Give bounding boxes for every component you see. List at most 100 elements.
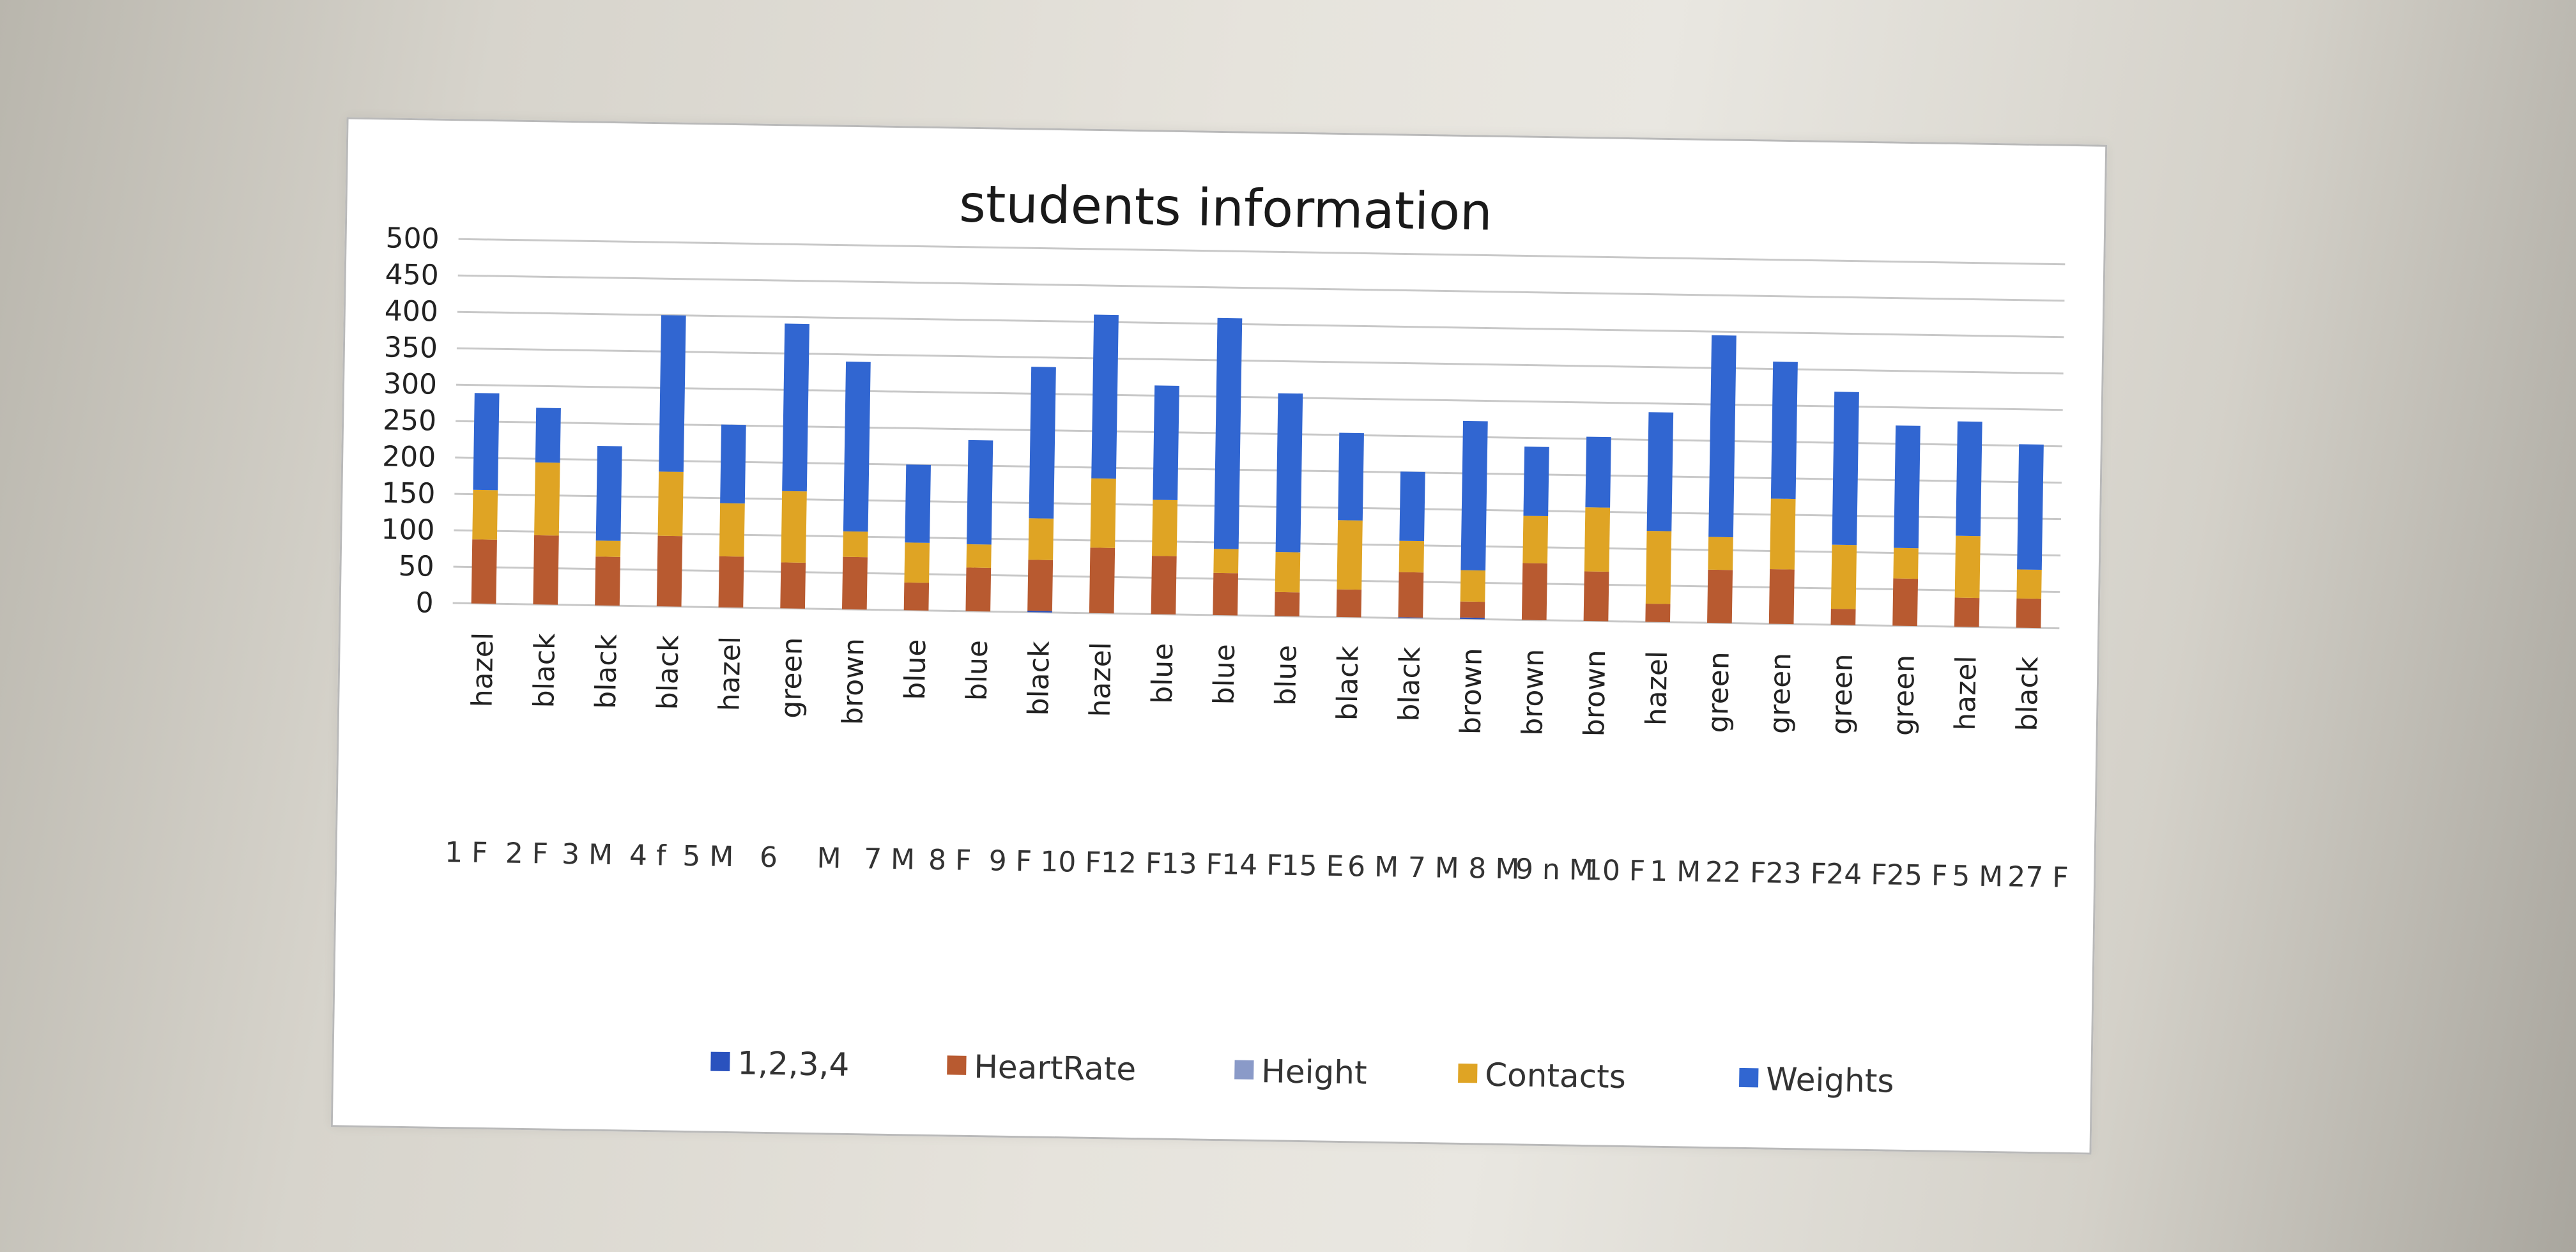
index-label: 8 F [928,844,972,877]
bar-segment [841,556,868,610]
bar-segment [720,424,746,504]
bar-segment [1275,552,1301,593]
index-label: 10 F [1040,846,1101,879]
bar-segment [1770,362,1798,500]
bar-segment [1399,540,1425,573]
index-label: 15 E [1281,850,1344,883]
index-label: 14 F [1222,848,1283,882]
category-label: green [1702,652,1736,733]
category-label: green [1763,652,1797,734]
index-label: 1 F [445,836,488,869]
category-label: blue [899,639,932,700]
bar-segment [471,539,497,604]
index-label: 3 M [562,838,613,871]
index-label: M [816,842,841,875]
bar-segment [595,446,622,541]
category-label: black [1022,641,1056,716]
index-label: 6 M [1347,850,1399,883]
bar-segment [1521,563,1547,621]
bar-segment [1832,392,1859,546]
bar-segment [1460,570,1486,602]
index-label: 10 F [1584,854,1646,887]
bar-segment [1954,535,1981,599]
category-label: hazel [1640,650,1674,726]
gridline [452,602,2060,630]
bar-segment [1027,560,1054,611]
bar-segment [843,531,868,558]
category-label: brown [1578,650,1612,737]
bar-segment [1522,515,1549,564]
bar-segment [965,567,992,612]
index-label: 5 M [1952,860,2004,893]
bar-segment [1830,608,1856,625]
category-label: green [1887,654,1921,736]
legend-label: Weights [1766,1061,1894,1100]
bar-segment [657,471,684,537]
bar-segment [904,542,930,583]
y-tick-label: 300 [383,367,438,401]
bar-segment [1584,507,1611,572]
bar-segment [1213,572,1239,616]
gridline [455,456,2062,484]
legend: 1,2,3,4 HeartRate Height Contacts Weights [710,1044,1894,1100]
index-label: 12 F [1101,846,1162,880]
category-label: black [1393,646,1427,722]
index-label: 25 F [1887,859,1948,892]
legend-swatch [710,1051,730,1072]
category-labels: hazel black black black hazel green brown blue b… [466,632,2044,737]
bar-segment [1956,421,1982,537]
bar-segment [2016,569,2042,599]
category-label: black [1331,645,1365,721]
bar-segment [780,562,806,609]
bar-segment [1398,572,1424,618]
bar-segment [1399,471,1425,542]
bar-segment [1338,432,1364,521]
bar-segment [1460,601,1485,618]
index-label: 7 M [864,843,916,876]
y-tick-label: 150 [381,477,436,510]
bar-segment [843,362,871,532]
index-label: 8 M [1468,852,1520,885]
gridline [453,565,2060,593]
bar-segment [966,544,992,568]
legend-swatch [1739,1067,1759,1088]
stacked-bar-chart: students information 0501001502002503003… [381,174,2069,1100]
bar-segment [2017,444,2044,570]
category-label: black [652,635,686,710]
bar-segment [659,315,686,472]
gridline [456,347,2064,375]
gridline [456,383,2063,411]
bar-segment [1523,447,1549,517]
bar-segment [1460,617,1485,620]
gridline [454,529,2061,557]
category-label: green [775,637,809,719]
legend-swatch [1458,1063,1478,1083]
bar-segment [1583,571,1609,622]
index-label: 5 M [682,840,734,873]
chart-area: students information 0 50 100 150 200 250 300 3… [330,117,2108,1155]
index-label: 1 M [1650,855,1701,889]
bar-segment [1645,530,1672,604]
index-label: 6 [760,841,778,874]
category-label: black [590,634,624,709]
index-label: 13 F [1161,848,1222,881]
bar-segment [782,323,809,492]
category-label: hazel [466,632,500,708]
bar-segment [1089,547,1116,614]
bar-segment [1213,317,1243,549]
index-label: 9 n M [1515,853,1594,887]
bar-segment [1768,569,1795,625]
bar-segment [1646,412,1674,531]
category-label: black [2011,656,2044,731]
category-label: hazel [1949,655,1983,731]
category-label: brown [1455,648,1489,735]
category-label: hazel [713,636,747,712]
chart-title: students information [959,174,1493,242]
bar-segment [1893,547,1919,579]
y-tick-label: 250 [383,404,437,437]
bar-segment [472,489,498,540]
legend-label: HeartRate [974,1048,1137,1088]
bar-segment [656,535,683,607]
